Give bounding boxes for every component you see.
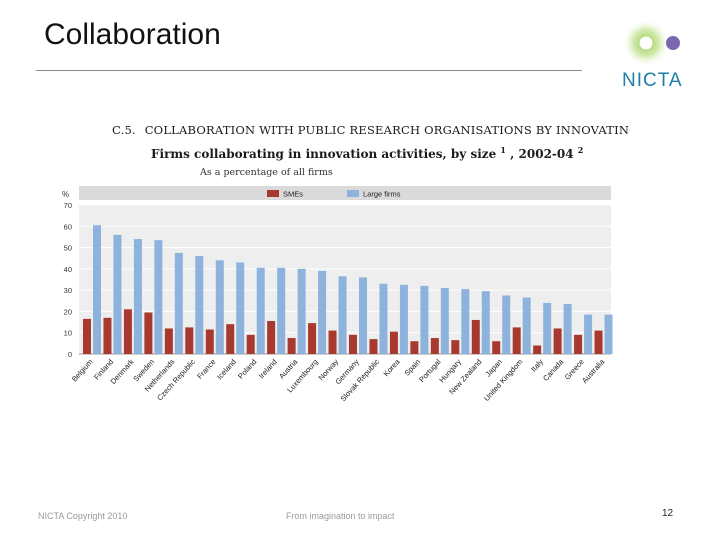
y-tick-label: 20 <box>64 307 72 316</box>
x-tick-label: Poland <box>236 357 258 380</box>
subtitle-main: Firms collaborating in innovation activi… <box>151 147 497 161</box>
chart-title: C.5. COLLABORATION WITH PUBLIC RESEARCH … <box>112 123 630 137</box>
x-tick-label: Belgium <box>70 357 95 383</box>
bar-large-firms <box>215 260 224 354</box>
bar-smes <box>123 309 132 354</box>
bar-large-firms <box>584 314 593 354</box>
x-tick-label: Canada <box>541 357 566 383</box>
legend-label-large: Large firms <box>363 190 401 199</box>
bar-large-firms <box>133 239 142 354</box>
y-tick-label: 70 <box>64 201 72 210</box>
bar-smes <box>492 341 501 354</box>
bar-smes <box>226 324 235 354</box>
logo-text: NICTA <box>622 70 683 91</box>
bar-smes <box>389 331 398 354</box>
bar-large-firms <box>256 267 265 354</box>
bar-large-firms <box>195 256 204 354</box>
y-tick-label: 50 <box>64 244 72 253</box>
x-tick-label: Australia <box>580 357 607 385</box>
bar-large-firms <box>461 289 470 354</box>
bar-large-firms <box>174 252 183 354</box>
bar-large-firms <box>338 276 347 354</box>
legend-swatch-smes <box>267 190 279 197</box>
bar-smes <box>471 319 480 354</box>
bar-large-firms <box>277 267 286 354</box>
nicta-logo-icon <box>622 19 680 67</box>
bar-smes <box>512 327 521 354</box>
x-tick-label: France <box>195 357 217 380</box>
subtitle-sup2: 2 <box>578 145 584 155</box>
bar-large-firms <box>543 302 552 354</box>
legend-band <box>79 186 611 200</box>
collaboration-bar-chart: C.5. COLLABORATION WITH PUBLIC RESEARCH … <box>62 123 630 403</box>
bar-large-firms <box>359 277 367 354</box>
x-tick-label: Iceland <box>215 357 238 381</box>
bar-smes <box>574 334 583 354</box>
slide-title: Collaboration <box>44 18 221 51</box>
y-tick-label: 10 <box>64 329 72 338</box>
bar-large-firms <box>481 291 490 354</box>
bar-large-firms <box>379 283 388 354</box>
logo-white-dot <box>639 36 653 50</box>
bar-large-firms <box>522 297 531 354</box>
bar-smes <box>308 323 317 354</box>
bar-smes <box>349 334 357 354</box>
bar-large-firms <box>440 288 449 354</box>
bar-large-firms <box>154 240 163 354</box>
x-tick-label: United Kingdom <box>482 357 524 403</box>
subtitle-sup1: 1 <box>500 145 506 155</box>
bar-large-firms <box>318 270 327 354</box>
bar-smes <box>205 329 214 354</box>
x-tick-label: Ireland <box>257 357 279 380</box>
logo-purple-dot <box>666 36 680 50</box>
bar-large-firms <box>399 284 408 354</box>
bar-smes <box>410 341 419 354</box>
bar-smes <box>164 328 173 354</box>
y-axis-unit: % <box>62 190 69 199</box>
bar-smes <box>451 340 460 354</box>
bar-large-firms <box>93 225 101 354</box>
chart-subtitle: Firms collaborating in innovation activi… <box>151 142 583 161</box>
bar-smes <box>287 338 296 354</box>
bar-large-firms <box>113 234 122 354</box>
bar-smes <box>369 339 378 354</box>
legend-label-smes: SMEs <box>283 190 303 199</box>
y-tick-label: 0 <box>68 350 72 359</box>
bar-smes <box>185 327 194 354</box>
bar-large-firms <box>297 268 306 354</box>
x-tick-label: Korea <box>382 357 403 379</box>
legend-swatch-large <box>347 190 359 197</box>
bar-smes <box>103 317 112 354</box>
footer-tagline: From imagination to impact <box>286 511 395 521</box>
chart-note: As a percentage of all firms <box>199 167 333 178</box>
bar-smes <box>594 330 603 354</box>
bar-smes <box>144 312 153 354</box>
bar-smes <box>267 321 276 354</box>
bar-large-firms <box>236 262 245 354</box>
subtitle-years: , 2002-04 <box>510 147 573 161</box>
bar-large-firms <box>563 303 572 354</box>
y-tick-label: 30 <box>64 286 72 295</box>
bar-smes <box>246 334 255 354</box>
title-divider <box>36 70 582 71</box>
bar-large-firms <box>502 295 511 354</box>
bar-large-firms <box>604 314 613 354</box>
bar-large-firms <box>420 285 429 354</box>
y-tick-label: 40 <box>64 265 72 274</box>
bar-smes <box>533 345 542 354</box>
bar-smes <box>553 328 562 354</box>
footer-copyright: NICTA Copyright 2010 <box>38 511 128 521</box>
page-number: 12 <box>662 508 674 519</box>
chart-title-text: COLLABORATION WITH PUBLIC RESEARCH ORGAN… <box>145 123 630 137</box>
x-tick-label: Italy <box>529 357 545 373</box>
chart-code: C.5. <box>112 123 136 137</box>
bar-smes <box>430 338 439 354</box>
bar-smes <box>328 330 337 354</box>
bar-smes <box>83 318 91 354</box>
y-tick-label: 60 <box>64 222 72 231</box>
